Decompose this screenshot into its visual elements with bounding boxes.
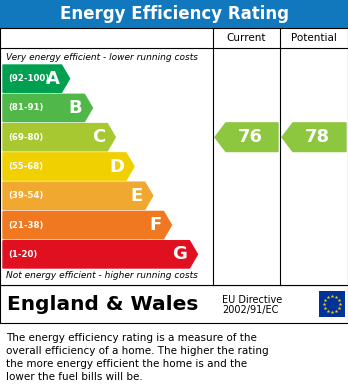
Polygon shape: [3, 94, 93, 122]
Text: (81-91): (81-91): [8, 104, 44, 113]
Text: A: A: [46, 70, 60, 88]
Bar: [319, 291, 345, 317]
Text: D: D: [109, 158, 124, 176]
Text: overall efficiency of a home. The higher the rating: overall efficiency of a home. The higher…: [6, 346, 269, 356]
Bar: [0, 0, 348, 28]
Text: B: B: [69, 99, 82, 117]
Polygon shape: [282, 123, 346, 152]
Text: (39-54): (39-54): [8, 191, 44, 200]
Text: lower the fuel bills will be.: lower the fuel bills will be.: [6, 372, 143, 382]
Text: 78: 78: [305, 128, 330, 146]
Text: Current: Current: [227, 33, 266, 43]
Text: E: E: [130, 187, 143, 205]
Text: Energy Efficiency Rating: Energy Efficiency Rating: [60, 5, 288, 23]
Text: The energy efficiency rating is a measure of the: The energy efficiency rating is a measur…: [6, 333, 257, 343]
Bar: [0, 285, 348, 323]
Text: 2002/91/EC: 2002/91/EC: [222, 305, 278, 315]
Text: (21-38): (21-38): [8, 221, 44, 230]
Text: the more energy efficient the home is and the: the more energy efficient the home is an…: [6, 359, 247, 369]
Text: Not energy efficient - higher running costs: Not energy efficient - higher running co…: [6, 271, 198, 280]
Text: Very energy efficient - lower running costs: Very energy efficient - lower running co…: [6, 54, 198, 63]
Polygon shape: [3, 241, 197, 268]
Bar: [0, 28, 348, 285]
Text: EU Directive: EU Directive: [222, 295, 282, 305]
Bar: [0, 323, 348, 391]
Polygon shape: [3, 65, 70, 92]
Polygon shape: [3, 124, 115, 151]
Text: C: C: [92, 128, 105, 146]
Text: G: G: [173, 246, 188, 264]
Text: 76: 76: [238, 128, 263, 146]
Text: (55-68): (55-68): [8, 162, 43, 171]
Text: (1-20): (1-20): [8, 250, 37, 259]
Text: (69-80): (69-80): [8, 133, 43, 142]
Polygon shape: [3, 212, 172, 239]
Polygon shape: [3, 182, 153, 210]
Polygon shape: [215, 123, 278, 152]
Polygon shape: [3, 153, 134, 180]
Text: Potential: Potential: [291, 33, 337, 43]
Text: F: F: [149, 216, 161, 234]
Text: (92-100): (92-100): [8, 74, 49, 83]
Text: England & Wales: England & Wales: [7, 294, 198, 314]
